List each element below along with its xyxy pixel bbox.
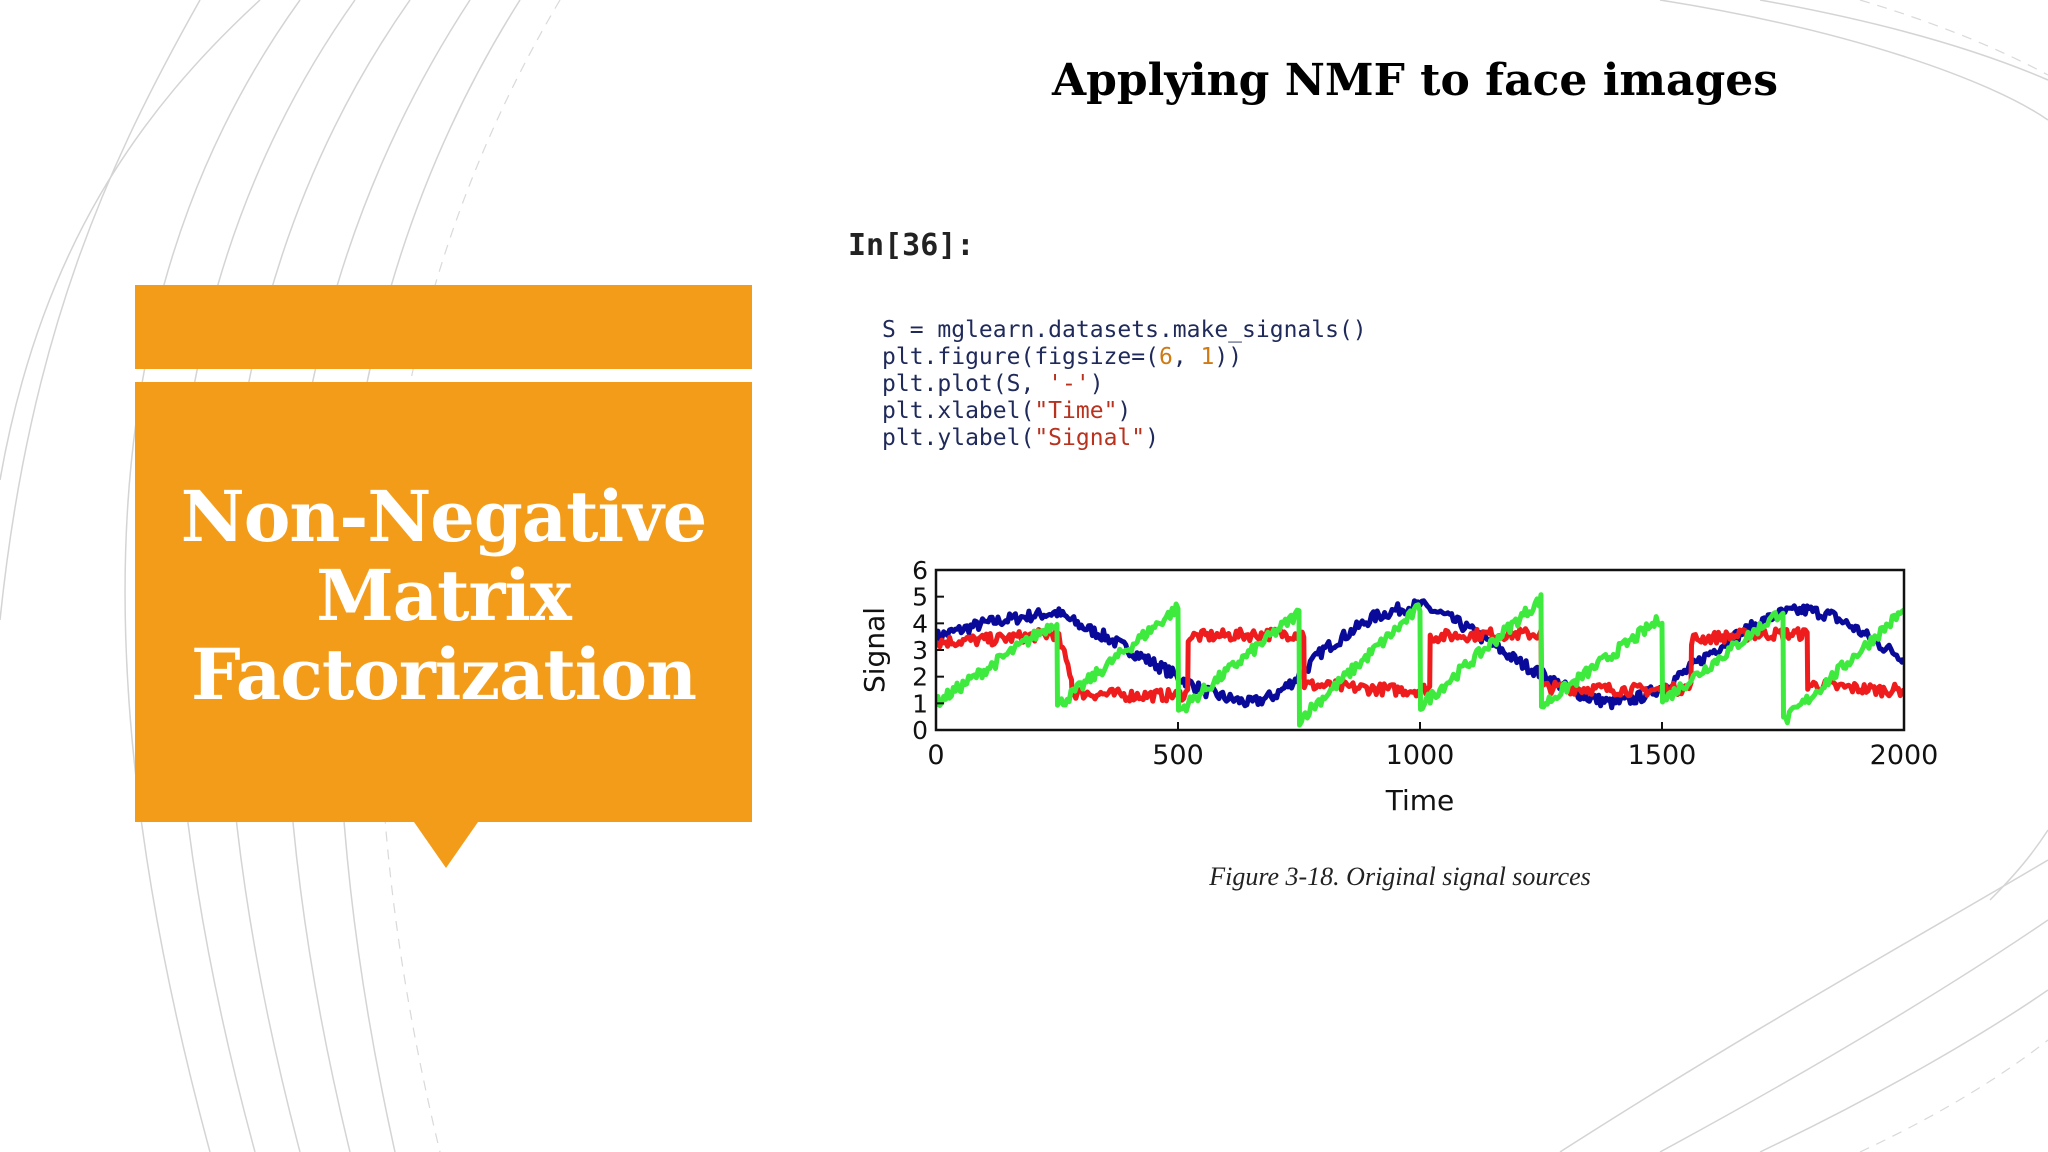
code-token: S = mglearn.datasets.make_signals() xyxy=(882,317,1367,343)
y-tick-label: 6 xyxy=(912,556,928,585)
slide-title: Applying NMF to face images xyxy=(1051,55,1779,106)
code-token: plt.figure(figsize=( xyxy=(882,344,1159,370)
code-token: plt.xlabel( xyxy=(882,398,1035,424)
y-axis-label: Signal xyxy=(858,607,891,693)
code-line: plt.figure(figsize=(6, 1)) xyxy=(882,344,1367,371)
series-line-3 xyxy=(936,592,1904,728)
code-line: plt.ylabel("Signal") xyxy=(882,425,1367,452)
code-token: ) xyxy=(1117,398,1132,424)
code-token: )) xyxy=(1214,344,1243,370)
x-tick-label: 500 xyxy=(1152,740,1204,771)
y-tick-label: 1 xyxy=(912,689,928,718)
code-token: 6 xyxy=(1158,344,1173,370)
y-tick-label: 4 xyxy=(912,609,928,638)
panel-title-line: Factorization xyxy=(191,633,697,716)
panel-title-line: Matrix xyxy=(316,554,571,637)
code-line: S = mglearn.datasets.make_signals() xyxy=(882,317,1367,344)
y-tick-label: 3 xyxy=(912,636,928,665)
title-panel: Non-Negative Matrix Factorization xyxy=(135,382,752,822)
figure-caption: Figure 3-18. Original signal sources xyxy=(1209,862,1591,891)
x-tick-label: 1500 xyxy=(1628,740,1697,771)
code-token: plt.plot(S, xyxy=(882,371,1049,397)
panel-title: Non-Negative Matrix Factorization xyxy=(135,477,752,714)
orange-header-bar xyxy=(135,285,752,369)
y-tick-label: 0 xyxy=(912,716,928,745)
code-token: , xyxy=(1172,344,1201,370)
y-tick-label: 2 xyxy=(912,663,928,692)
series-line-1 xyxy=(936,598,1904,711)
code-token: "Time" xyxy=(1034,398,1118,424)
code-line: plt.xlabel("Time") xyxy=(882,398,1367,425)
panel-title-line: Non-Negative xyxy=(180,475,708,558)
code-token: 1 xyxy=(1200,344,1215,370)
y-tick-label: 5 xyxy=(912,583,928,612)
code-block: S = mglearn.datasets.make_signals() plt.f… xyxy=(882,317,1367,452)
x-tick-label: 2000 xyxy=(1870,740,1939,771)
panel-pointer xyxy=(414,822,478,868)
code-token: ) xyxy=(1145,425,1159,451)
cell-prompt: In[36]: xyxy=(848,228,975,263)
code-token: ) xyxy=(1089,371,1104,397)
x-axis-label: Time xyxy=(1385,784,1455,817)
code-token: '-' xyxy=(1048,371,1090,397)
x-tick-label: 0 xyxy=(927,740,944,771)
code-token: "Signal" xyxy=(1034,425,1146,451)
x-tick-label: 1000 xyxy=(1386,740,1455,771)
code-token: plt.ylabel( xyxy=(882,425,1035,451)
code-line: plt.plot(S, '-') xyxy=(882,371,1367,398)
